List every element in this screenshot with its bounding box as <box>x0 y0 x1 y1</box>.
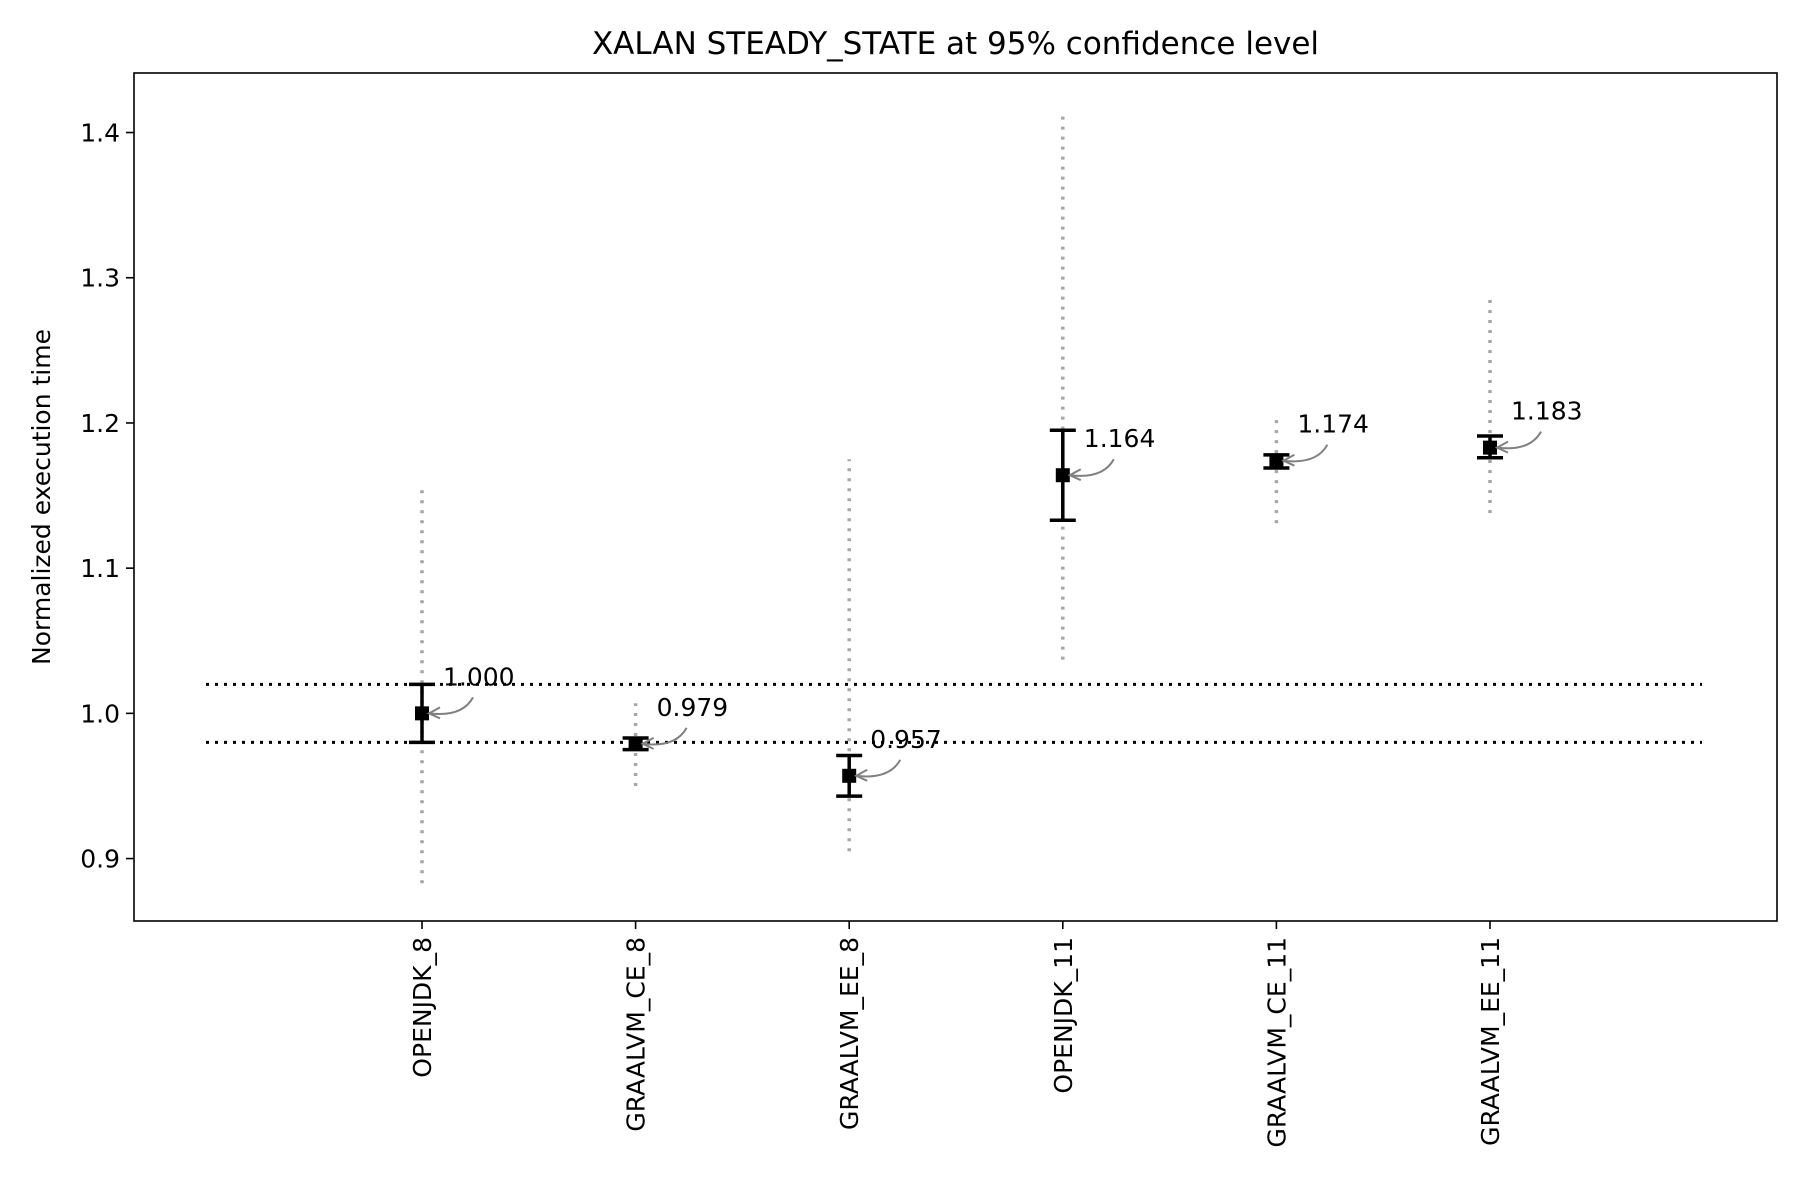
annotation-arrowhead <box>1067 468 1082 482</box>
x-tick-label: GRAALVM_CE_11 <box>1262 937 1291 1148</box>
data-label: 1.000 <box>443 662 515 691</box>
annotation-arrowhead <box>640 736 655 750</box>
x-tick-label: OPENJDK_8 <box>408 937 437 1078</box>
annotation-arrowhead <box>1281 453 1295 467</box>
x-tick-label: GRAALVM_CE_8 <box>622 937 651 1132</box>
y-tick-label: 1.3 <box>80 264 120 293</box>
x-tick-label: GRAALVM_EE_11 <box>1476 937 1505 1146</box>
y-tick-label: 1.0 <box>80 699 120 728</box>
y-tick-label: 0.9 <box>80 845 120 874</box>
y-tick-label: 1.4 <box>80 119 120 148</box>
y-axis-ticks: 0.9 1.0 1.1 1.2 1.3 1.4 <box>80 119 134 874</box>
range-whiskers <box>420 110 1492 884</box>
annotation-arrows <box>426 431 1542 782</box>
mean-marker <box>628 736 643 751</box>
annotation-arrowhead <box>853 768 868 782</box>
y-tick-label: 1.2 <box>80 409 120 438</box>
mean-marker <box>1055 468 1070 483</box>
data-label: 1.183 <box>1511 397 1583 426</box>
x-axis-ticks: OPENJDK_8 GRAALVM_CE_8 GRAALVM_EE_8 OPENJDK… <box>408 921 1505 1148</box>
data-label: 0.979 <box>657 693 729 722</box>
y-axis-label: Normalized execution time <box>27 329 56 665</box>
mean-marker <box>1483 440 1497 455</box>
annotation-arrow <box>1283 444 1329 463</box>
annotation-arrow <box>642 727 688 746</box>
mean-marker <box>1269 453 1284 468</box>
x-tick-label: OPENJDK_11 <box>1049 937 1078 1094</box>
data-label: 0.957 <box>870 725 942 754</box>
annotation-arrow <box>428 696 474 715</box>
annotation-arrowhead <box>426 706 441 720</box>
plot-frame <box>133 72 1778 922</box>
mean-markers <box>415 440 1497 783</box>
annotation-arrowhead <box>1494 440 1509 454</box>
chart-title: XALAN STEADY_STATE at 95% confidence lev… <box>592 26 1319 62</box>
annotation-arrow <box>1496 431 1542 450</box>
mean-marker <box>415 706 429 721</box>
x-tick-label: GRAALVM_EE_8 <box>835 937 864 1130</box>
data-label: 1.174 <box>1297 410 1369 439</box>
annotation-arrow <box>1069 458 1115 477</box>
reference-lines <box>206 682 1702 744</box>
mean-marker <box>842 768 857 783</box>
annotation-arrow <box>856 759 902 778</box>
data-label: 1.164 <box>1084 424 1156 453</box>
y-tick-label: 1.1 <box>80 554 120 583</box>
data-labels: 1.000 0.979 0.957 1.164 1.174 1.183 <box>443 397 1583 754</box>
